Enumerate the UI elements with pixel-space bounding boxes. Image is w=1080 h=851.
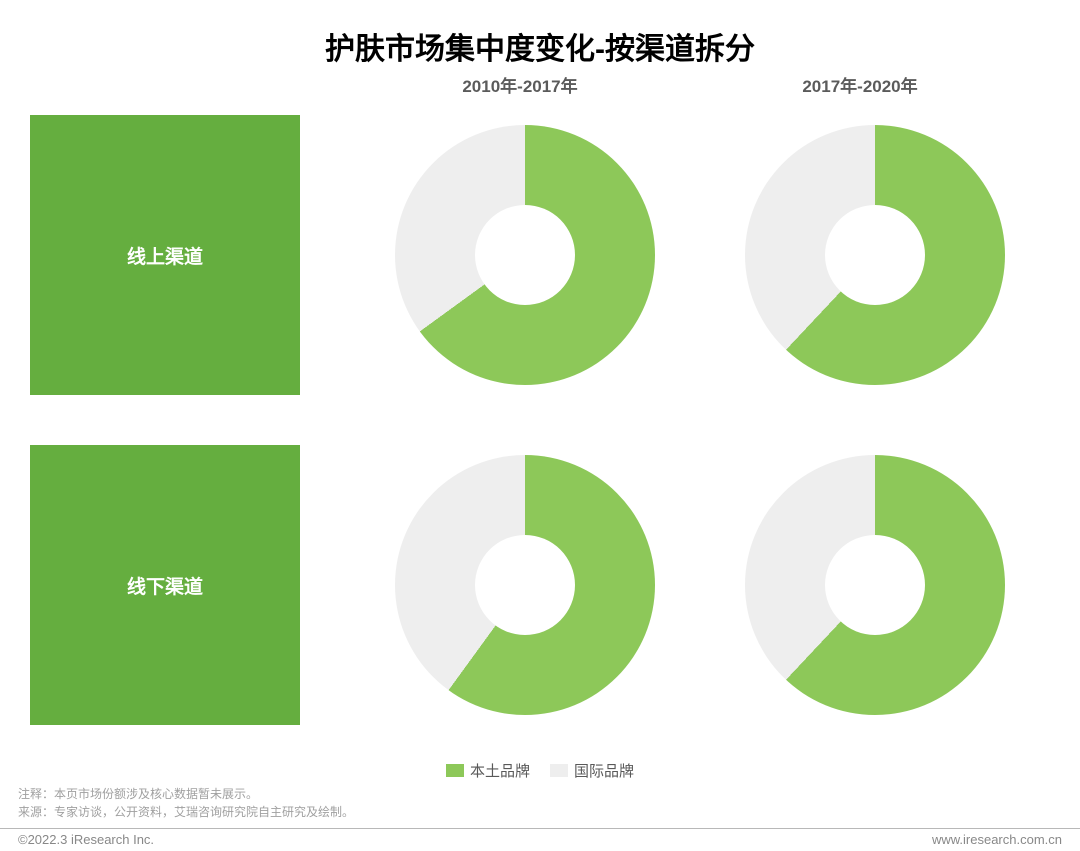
row-label-offline: 线下渠道	[30, 445, 300, 725]
column-header-1: 2010年-2017年	[350, 72, 690, 97]
note-text-2: 专家访谈，公开资料，艾瑞咨询研究院自主研究及绘制。	[54, 805, 354, 819]
row-label-online: 线上渠道	[30, 115, 300, 395]
donut-offline-period2	[745, 455, 1005, 715]
footer-url: www.iresearch.com.cn	[932, 832, 1062, 847]
legend: 本土品牌 国际品牌	[0, 760, 1080, 781]
legend-label-intl: 国际品牌	[574, 760, 634, 781]
note-prefix-1: 注释：	[18, 787, 54, 801]
row-online: 线上渠道	[30, 105, 1050, 405]
donut-online-period2	[745, 125, 1005, 385]
row-offline: 线下渠道	[30, 435, 1050, 735]
legend-item-local: 本土品牌	[446, 760, 530, 781]
donut-online-period1	[395, 125, 655, 385]
chart-grid: 线上渠道 线下渠道	[30, 105, 1050, 765]
footer-copyright: ©2022.3 iResearch Inc.	[18, 832, 154, 847]
legend-swatch-intl	[550, 764, 568, 777]
donut-offline-period1	[395, 455, 655, 715]
legend-label-local: 本土品牌	[470, 760, 530, 781]
footer: ©2022.3 iResearch Inc. www.iresearch.com…	[0, 828, 1080, 847]
chart-title: 护肤市场集中度变化-按渠道拆分	[0, 0, 1080, 68]
column-headers: 2010年-2017年 2017年-2020年	[350, 72, 1030, 97]
legend-swatch-local	[446, 764, 464, 777]
column-header-2: 2017年-2020年	[690, 72, 1030, 97]
notes: 注释：本页市场份额涉及核心数据暂未展示。 来源：专家访谈，公开资料，艾瑞咨询研究…	[18, 785, 354, 821]
note-prefix-2: 来源：	[18, 805, 54, 819]
legend-item-intl: 国际品牌	[550, 760, 634, 781]
note-text-1: 本页市场份额涉及核心数据暂未展示。	[54, 787, 258, 801]
